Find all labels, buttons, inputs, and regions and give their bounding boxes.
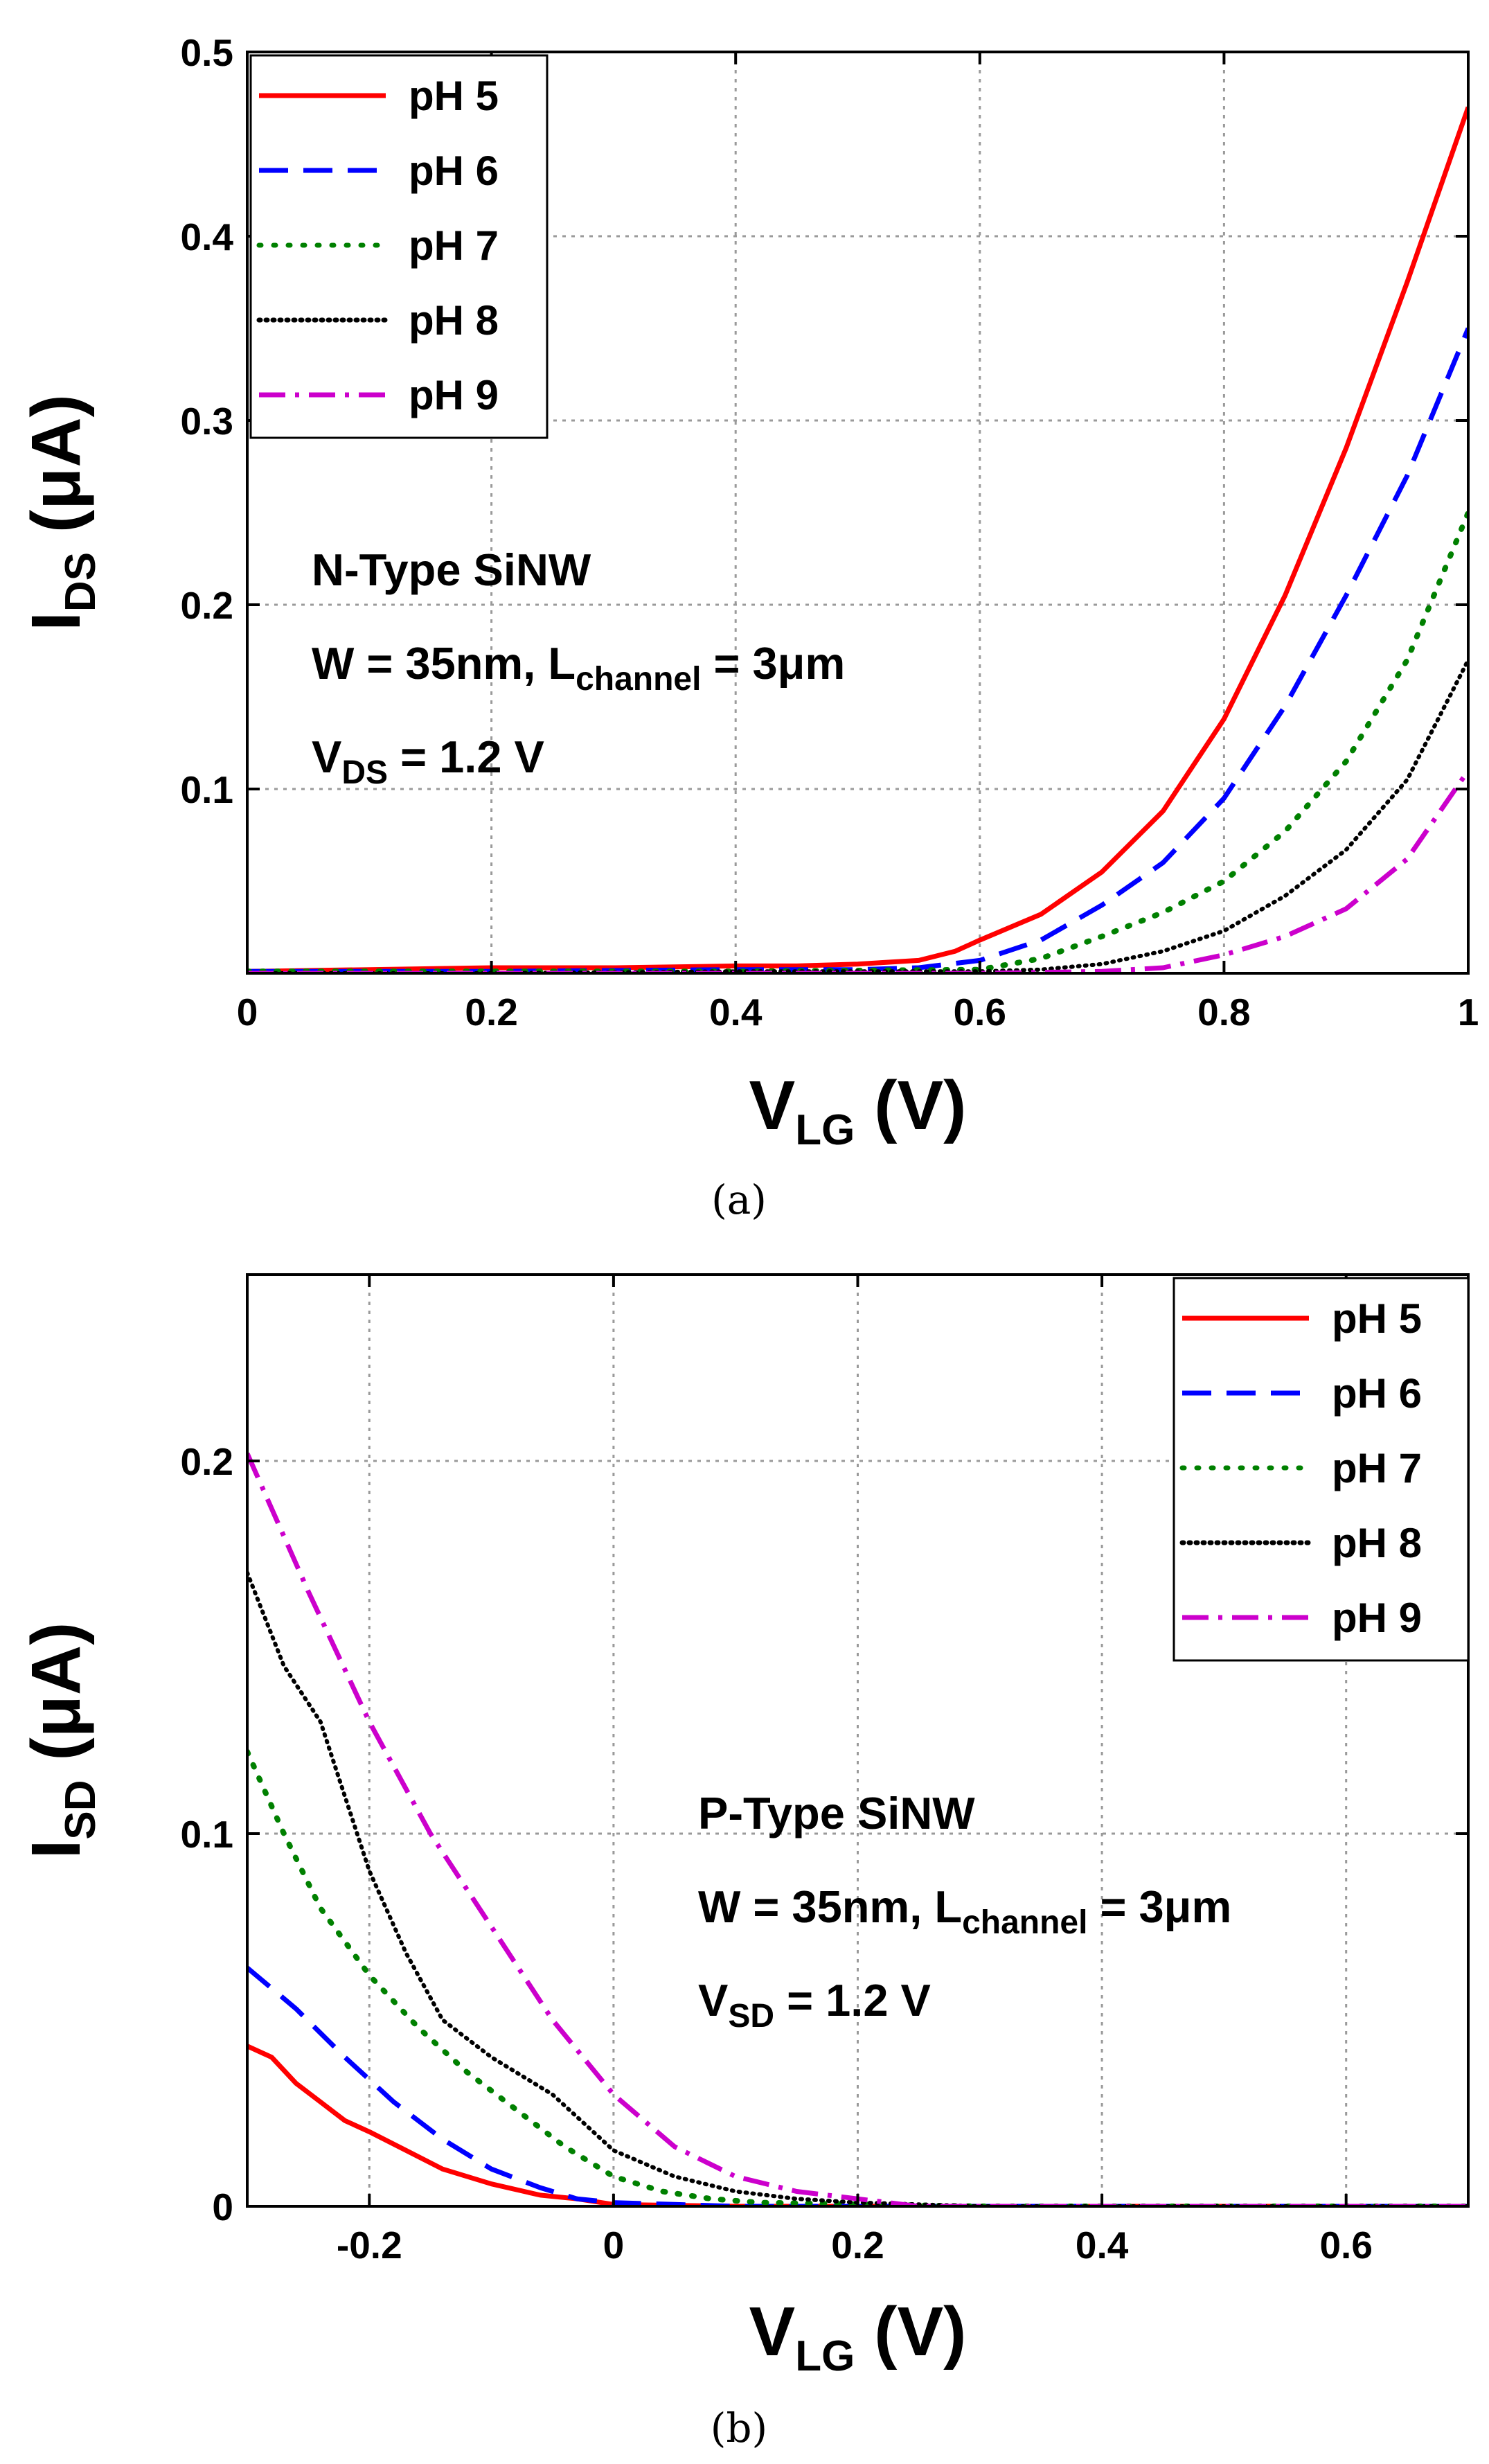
legend-label: pH 9 bbox=[409, 372, 499, 418]
x-tick-label: 0.8 bbox=[1197, 991, 1250, 1034]
x-tick-label: 0.6 bbox=[1319, 2224, 1372, 2267]
legend-label: pH 8 bbox=[409, 297, 499, 344]
y-tick-label: 0.5 bbox=[181, 31, 233, 74]
legend-label: pH 7 bbox=[1332, 1445, 1422, 1491]
annotation-line: VSD = 1.2 V bbox=[698, 1975, 931, 2035]
y-tick-label: 0.2 bbox=[181, 584, 233, 627]
x-tick-label: 1 bbox=[1458, 991, 1479, 1034]
y-tick-label: 0.1 bbox=[181, 768, 233, 811]
legend-label: pH 5 bbox=[1332, 1295, 1422, 1342]
y-tick-label: 0.3 bbox=[181, 400, 233, 443]
panel-a: 0 0.2 0.4 0.6 0.8 1 0.1 0.2 0.3 0.4 0.5 VLG (V) IDS … bbox=[17, 31, 1479, 1154]
x-tick-label: 0 bbox=[237, 991, 258, 1034]
y-axis-label: ISD (μA) bbox=[17, 1622, 105, 1859]
x-tick-label: 0.4 bbox=[1076, 2224, 1129, 2267]
x-tick-label: 0.6 bbox=[954, 991, 1006, 1034]
annotation-line: W = 35nm, Lchannel = 3μm bbox=[312, 638, 845, 698]
series-line-ph-8 bbox=[247, 657, 1468, 975]
x-tick-label: 0 bbox=[603, 2224, 625, 2267]
annotation-line: P-Type SiNW bbox=[698, 1788, 975, 1838]
y-tick-label: 0.4 bbox=[181, 215, 234, 258]
legend: pH 5 pH 6 pH 7 pH 8 pH 9 bbox=[249, 54, 549, 439]
caption-b: (b) bbox=[711, 2404, 767, 2452]
panel-b: -0.2 0 0.2 0.4 0.6 0 0.1 0.2 VLG (V) ISD (μA) pH 5… bbox=[17, 1273, 1470, 2380]
legend-label: pH 9 bbox=[1332, 1595, 1422, 1641]
x-axis-label: VLG (V) bbox=[749, 1067, 967, 1154]
x-tick-label: 0.2 bbox=[465, 991, 517, 1034]
series-line-ph-7 bbox=[247, 1748, 1468, 2208]
series-line-ph-5 bbox=[247, 106, 1468, 974]
y-tick-label: 0.1 bbox=[181, 1813, 233, 1856]
plot-frame bbox=[246, 51, 1470, 975]
y-tick-label: 0 bbox=[212, 2186, 233, 2228]
y-tick-label: 0.2 bbox=[181, 1440, 233, 1483]
annotation-block: N-Type SiNW W = 35nm, Lchannel = 3μm VDS =… bbox=[312, 544, 845, 791]
legend-label: pH 5 bbox=[409, 73, 499, 119]
annotation-line: W = 35nm, Lchannel = 3μm bbox=[698, 1881, 1231, 1941]
series-line-ph-9 bbox=[247, 769, 1468, 975]
legend-label: pH 7 bbox=[409, 222, 499, 269]
annotation-line: N-Type SiNW bbox=[312, 544, 591, 595]
x-axis-label: VLG (V) bbox=[749, 2293, 967, 2380]
legend: pH 5 pH 6 pH 7 pH 8 pH 9 bbox=[1173, 1277, 1470, 1662]
legend-box bbox=[1173, 1277, 1470, 1662]
x-tick-label: -0.2 bbox=[337, 2224, 402, 2267]
x-tick-label: 0.4 bbox=[709, 991, 763, 1034]
legend-box bbox=[249, 54, 549, 439]
annotation-block: P-Type SiNW W = 35nm, Lchannel = 3μm VSD =… bbox=[698, 1788, 1231, 2035]
grid bbox=[247, 52, 1468, 973]
y-axis-label: IDS (μA) bbox=[17, 394, 105, 631]
annotation-line: VDS = 1.2 V bbox=[312, 732, 544, 791]
series-line-ph-6 bbox=[247, 1966, 1468, 2208]
caption-a: (a) bbox=[711, 1176, 767, 1223]
legend-label: pH 8 bbox=[1332, 1520, 1422, 1566]
legend-label: pH 6 bbox=[409, 148, 499, 194]
x-tick-label: 0.2 bbox=[831, 2224, 884, 2267]
series-line-ph-8 bbox=[247, 1570, 1468, 2208]
legend-label: pH 6 bbox=[1332, 1370, 1422, 1417]
